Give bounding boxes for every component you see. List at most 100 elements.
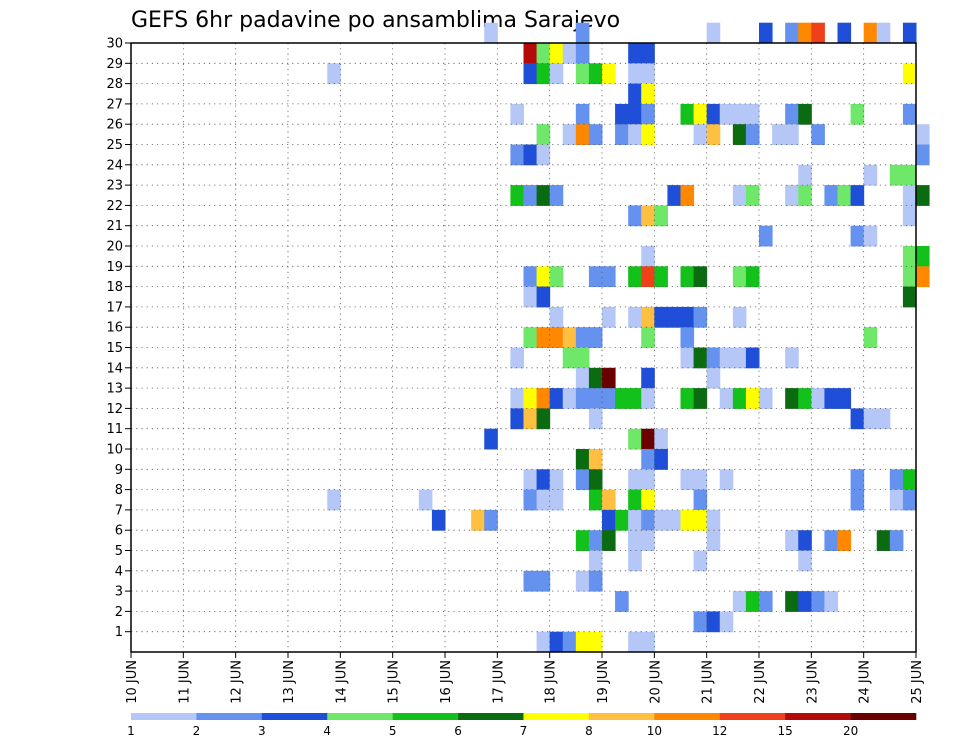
heatmap-cell [536,570,551,592]
heatmap-cell [916,246,930,267]
heatmap-cell [418,489,433,511]
colorbar-label: 8 [585,724,593,738]
heatmap-cell [759,225,773,247]
heatmap-cell [549,185,564,206]
colorbar-label: 15 [778,724,793,738]
chart-title: GEFS 6hr padavine po ansamblima Sarajevo [131,8,620,33]
heatmap-cell [680,509,695,531]
heatmap-cell [798,591,812,612]
heatmap-cell [889,489,904,511]
heatmap-cell [837,185,852,206]
heatmap-cell [602,266,616,288]
heatmap-cell [902,164,917,186]
heatmap-cell [719,103,734,125]
heatmap-cell [536,327,551,348]
heatmap-cell [523,327,538,348]
heatmap-cell [641,449,655,470]
x-tick-label: 25 JUN [910,660,925,704]
x-tick-label: 11 JUN [177,660,192,704]
heatmap-cell [798,185,812,206]
heatmap-cell [667,185,681,206]
x-axis: 10 JUN 11 JUN 12 JUN 13 JUN 14 JUN 15 JUN 16 J… [125,652,925,704]
heatmap-cell [759,591,773,612]
heatmap-cell [641,83,655,105]
y-tick-label: 23 [106,179,123,194]
y-tick-label: 19 [106,260,123,275]
x-tick-label: 20 JUN [648,660,663,704]
heatmap-cell [641,428,655,450]
heatmap-cell [667,509,681,531]
heatmap-cell [798,388,812,409]
heatmap-cell [850,489,865,511]
heatmap-cell [680,185,695,206]
heatmap-cell [732,347,747,369]
heatmap-cell [575,124,590,145]
heatmap-cell [693,550,708,572]
heatmap-cell [510,103,524,125]
heatmap-cell [876,530,891,551]
heatmap-cell [588,550,603,572]
colorbar-label: 6 [454,724,462,738]
heatmap-cell [484,428,498,450]
heatmap-cell [628,63,642,85]
y-tick-label: 25 [106,138,123,153]
colorbar-label: 20 [843,724,858,738]
colorbar-label: 12 [712,724,727,738]
heatmap-cell [759,388,773,409]
heatmap-cell [732,266,747,288]
heatmap-cell [575,570,590,592]
x-tick-label: 24 JUN [858,660,873,704]
heatmap-cell [536,43,551,64]
colorbar-swatch [196,713,263,720]
heatmap-cell [732,103,747,125]
heatmap-cell [745,347,760,369]
heatmap-cell [680,469,695,491]
heatmap-cell [523,43,538,64]
heatmap-cell [811,591,825,612]
heatmap-cell [641,367,655,389]
heatmap-cell [654,509,668,531]
heatmap-cell [588,570,603,592]
colorbar-label: 1 [127,724,135,738]
heatmap-cell [759,22,773,44]
heatmap-cell [693,509,708,531]
heatmap-cell [588,489,603,511]
heatmap-cell [798,22,812,44]
heatmap-cell [693,124,708,145]
heatmap-cell [536,286,551,308]
heatmap-cell [693,306,708,328]
y-tick-label: 15 [106,341,123,356]
heatmap-cell [902,22,917,44]
heatmap-cell [902,205,917,227]
heatmap-cell [536,124,551,145]
y-tick-label: 17 [106,300,123,315]
heatmap-cell [745,266,760,288]
heatmap-cell [562,631,577,653]
y-tick-label: 14 [106,361,123,376]
heatmap-cell [641,530,655,551]
heatmap-cell [523,570,538,592]
colorbar-label: 3 [258,724,266,738]
heatmap-cell [876,408,891,430]
heatmap-cell [641,388,655,409]
heatmap-cell [327,63,341,85]
heatmap-cell [641,327,655,348]
heatmap-cell [732,591,747,612]
heatmap-cell [615,103,629,125]
heatmap-cell [902,469,917,491]
heatmap-cell [471,509,485,531]
heatmap-cell [562,347,577,369]
heatmap-cell [706,22,721,44]
heatmap-cell [641,43,655,64]
y-tick-label: 5 [115,544,123,559]
heatmap-cell [863,408,878,430]
heatmap-cell [798,164,812,186]
heatmap-cell [523,185,538,206]
colorbar-swatch [785,713,851,720]
y-tick-label: 7 [115,503,123,518]
heatmap-cell [588,469,603,491]
y-tick-label: 2 [115,605,123,620]
heatmap-cell [536,63,551,85]
heatmap-cell [641,103,655,125]
heatmap-cell [654,266,668,288]
